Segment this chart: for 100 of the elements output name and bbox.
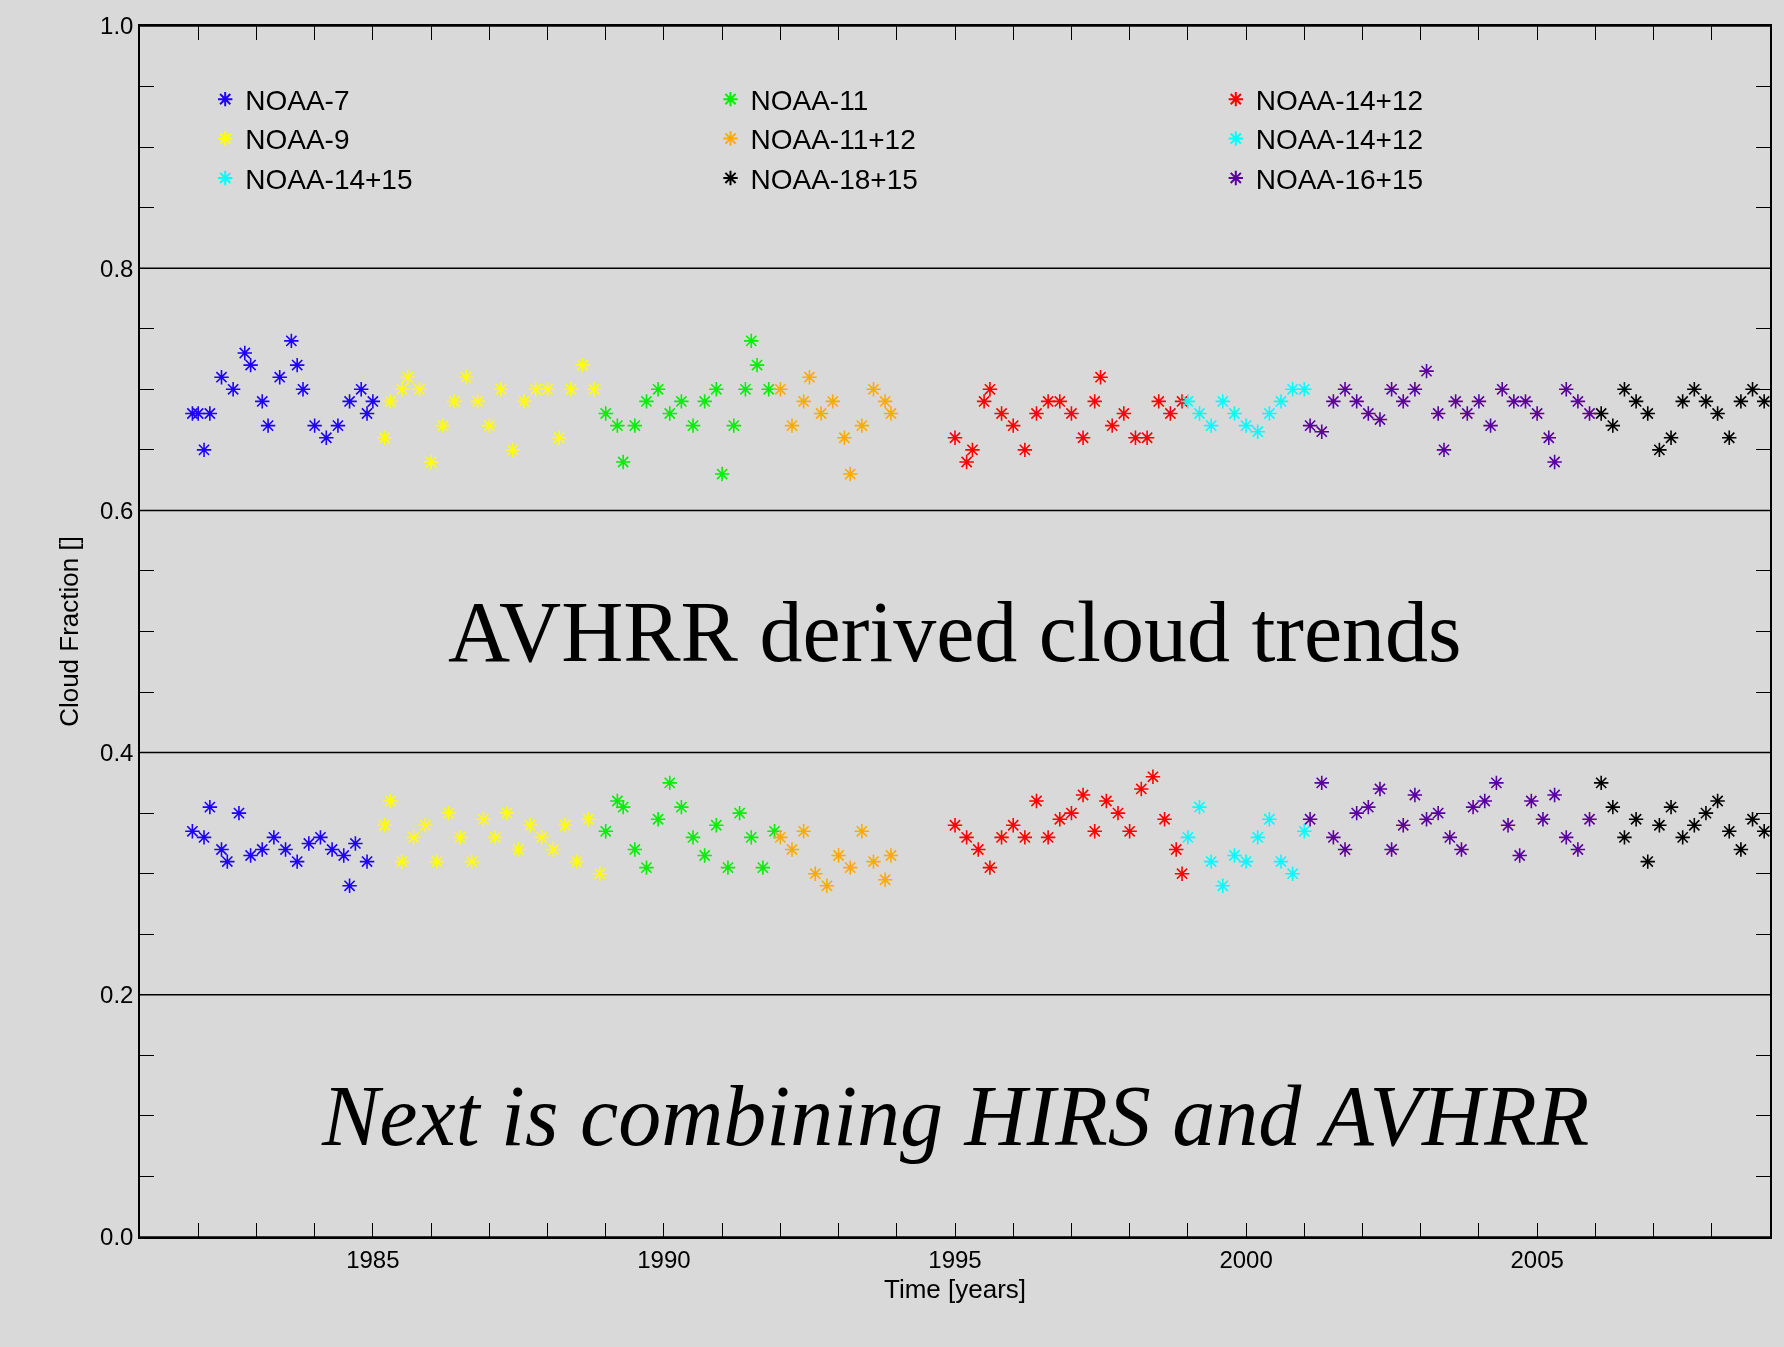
point [1040, 829, 1057, 846]
point [458, 369, 474, 386]
point [312, 829, 329, 846]
point [469, 393, 486, 410]
point [1005, 817, 1022, 834]
point [1284, 381, 1301, 398]
point [475, 811, 492, 828]
point [981, 381, 998, 398]
legend-label: NOAA-9 [245, 124, 350, 156]
point [597, 405, 614, 422]
point [1732, 393, 1749, 410]
point [795, 823, 812, 840]
point [446, 393, 463, 410]
point [1127, 429, 1144, 446]
point [289, 357, 306, 374]
point [784, 841, 800, 858]
point [428, 853, 445, 870]
point [487, 829, 504, 846]
point [1418, 811, 1435, 828]
point [696, 393, 713, 410]
point [306, 417, 323, 434]
point [1628, 393, 1645, 410]
point [1441, 829, 1458, 846]
point [673, 799, 690, 816]
point [1203, 417, 1220, 434]
point [1051, 811, 1068, 828]
x-tick-label: 2005 [1510, 1245, 1564, 1273]
point [1296, 381, 1313, 398]
point [1639, 853, 1656, 870]
point [824, 393, 841, 410]
point [516, 393, 533, 410]
point [527, 381, 544, 398]
point [772, 381, 789, 398]
point [1174, 865, 1191, 882]
annotation: Next is combining HIRS and AVHRR [321, 1068, 1590, 1164]
point [1616, 829, 1633, 846]
point [1337, 381, 1354, 398]
point [1494, 381, 1511, 398]
point [1628, 811, 1645, 828]
point [219, 853, 236, 870]
legend-label: NOAA-11+12 [750, 124, 916, 156]
point [1540, 429, 1557, 446]
point [1604, 799, 1621, 816]
point [359, 853, 376, 870]
point [405, 829, 422, 846]
point [399, 369, 416, 386]
x-axis-title: Time [years] [883, 1273, 1027, 1304]
y-tick-label: 0.4 [100, 739, 134, 766]
point [1569, 841, 1586, 858]
point [1744, 811, 1761, 828]
point [1139, 429, 1156, 446]
point [1453, 841, 1470, 858]
point [731, 805, 748, 822]
point [411, 381, 428, 398]
point [1523, 793, 1540, 810]
legend-label: NOAA-14+12 [1255, 124, 1424, 156]
point [1098, 793, 1115, 810]
point [597, 823, 614, 840]
point [574, 357, 591, 374]
point [591, 865, 608, 882]
point [760, 381, 777, 398]
point [877, 871, 894, 888]
point [329, 417, 346, 434]
point [1075, 429, 1092, 446]
point [254, 841, 271, 858]
point [1273, 393, 1289, 410]
point [1383, 841, 1400, 858]
point [1150, 393, 1167, 410]
point [335, 847, 352, 864]
point [1500, 817, 1517, 834]
point [568, 853, 585, 870]
point [1593, 405, 1610, 422]
point [1261, 811, 1278, 828]
point [1534, 811, 1551, 828]
point [1430, 405, 1447, 422]
point [696, 847, 713, 864]
point [1226, 405, 1243, 422]
point [1110, 805, 1126, 822]
point [1302, 811, 1319, 828]
point [1709, 793, 1726, 810]
x-tick-label: 1985 [346, 1245, 400, 1273]
point [1238, 417, 1255, 434]
point [492, 381, 509, 398]
point [719, 859, 736, 876]
point [1028, 793, 1045, 810]
point [539, 381, 556, 398]
x-tick-label: 1995 [928, 1245, 982, 1273]
point [650, 381, 667, 398]
point [795, 393, 812, 410]
point [1360, 799, 1377, 816]
point [1744, 381, 1761, 398]
point [1721, 823, 1738, 840]
point [364, 393, 381, 410]
point [1296, 823, 1313, 840]
point [1092, 369, 1109, 386]
point [1075, 786, 1092, 803]
point [213, 369, 230, 386]
annotation: AVHRR derived cloud trends [448, 584, 1462, 680]
legend-label: NOAA-11 [750, 85, 869, 117]
y-tick-label: 0.0 [100, 1223, 134, 1251]
